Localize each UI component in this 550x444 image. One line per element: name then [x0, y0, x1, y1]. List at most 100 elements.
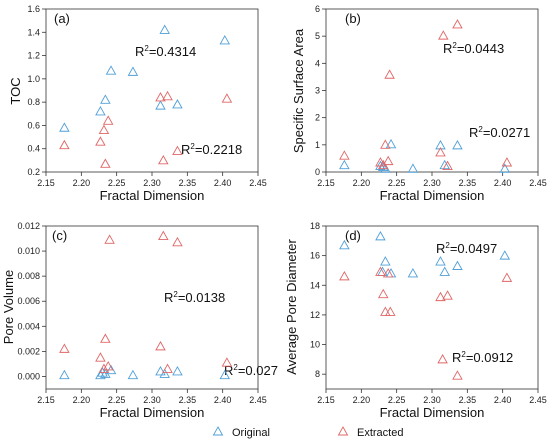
data-point-original [219, 369, 231, 380]
data-point-original [439, 159, 450, 170]
data-point-original [385, 138, 397, 149]
data-point-extracted [172, 236, 183, 247]
r2-base: R [181, 142, 190, 157]
r2-exponent: 2 [190, 142, 195, 151]
r2-base: R [469, 125, 478, 140]
panel-a-y-axis-title: TOC [8, 77, 23, 104]
legend-extracted-marker [337, 426, 349, 436]
panel-b-x-axis-title: Fractal Dimension [380, 188, 485, 203]
data-point-extracted [158, 230, 169, 240]
data-point-extracted [438, 30, 449, 40]
data-point-original [172, 99, 183, 109]
data-point-extracted [339, 270, 350, 281]
y-tick-label: 14 [310, 280, 320, 290]
panel-c-r2-extracted: R2=0.0138 [164, 290, 225, 305]
x-tick-label: 2.15 [317, 178, 335, 188]
y-tick-label: 0.8 [27, 97, 40, 107]
data-point-extracted [95, 352, 106, 362]
y-tick-label: 12 [310, 310, 320, 320]
x-tick-label: 2.45 [529, 395, 547, 405]
data-point-original [377, 161, 389, 172]
data-point-extracted [385, 306, 396, 316]
y-tick-label: 0.2 [27, 167, 40, 177]
x-tick-label: 2.40 [494, 395, 512, 405]
data-point-extracted [339, 150, 350, 160]
data-point-original [452, 139, 463, 150]
y-tick-label: 10 [310, 340, 320, 350]
y-tick-label: 16 [310, 251, 320, 261]
data-point-extracted [442, 290, 453, 300]
data-point-original [59, 369, 70, 380]
data-point-extracted [102, 361, 114, 371]
data-point-extracted [452, 370, 463, 380]
legend-original-label: Original [232, 427, 270, 439]
y-tick-label: 1 [315, 140, 320, 150]
data-point-extracted [155, 92, 166, 102]
data-point-extracted [452, 19, 463, 29]
r2-base: R [436, 241, 445, 256]
data-point-original [155, 100, 166, 110]
r2-value: =0.4314 [149, 44, 196, 59]
r2-exponent: 2 [144, 44, 149, 53]
data-point-original [339, 159, 350, 170]
r2-base: R [452, 350, 461, 365]
data-point-extracted [382, 268, 394, 278]
data-point-original [375, 230, 386, 241]
y-tick-label: 0.004 [17, 321, 40, 331]
x-tick-label: 2.35 [459, 395, 477, 405]
y-tick-label: 0.008 [17, 271, 40, 281]
r2-exponent: 2 [233, 363, 238, 372]
r2-value: =0.0912 [466, 350, 513, 365]
panel-b-y-axis-title: Specific Surface Area [291, 28, 306, 153]
y-tick-label: 0.012 [17, 221, 40, 231]
data-point-original [219, 35, 231, 45]
legend-extracted-label: Extracted [357, 427, 403, 439]
panel-d-y-axis-title: Average Pore Diameter [284, 239, 299, 375]
data-point-original [172, 366, 183, 376]
data-point-extracted [59, 139, 70, 150]
y-tick-label: 6 [315, 4, 320, 14]
data-point-original [499, 250, 511, 260]
data-point-extracted [102, 115, 114, 125]
panel-d-r2-extracted: R2=0.0912 [452, 350, 513, 365]
data-point-extracted [155, 340, 166, 351]
y-tick-label: 0.002 [17, 346, 40, 356]
data-point-original [159, 368, 170, 378]
data-point-original [375, 160, 386, 170]
panel-c-r2-original: R2=0.027 [224, 363, 278, 378]
y-tick-label: 5 [315, 31, 320, 41]
data-point-extracted [437, 353, 448, 364]
y-tick-label: 0.006 [17, 296, 40, 306]
panel-a-r2-extracted: R2=0.2218 [181, 142, 242, 157]
y-tick-label: 1.4 [27, 27, 40, 37]
data-point-extracted [221, 93, 233, 103]
panel-b-label: (b) [345, 11, 361, 26]
data-point-original [105, 65, 117, 75]
marks-layer: 2.15 2.20 2.25 2.30 2.35 2.40 2.45 0.2 0.4 0.6 0.8… [17, 4, 546, 405]
r2-base: R [164, 290, 173, 305]
data-point-extracted [59, 343, 70, 353]
x-tick-label: 2.15 [37, 395, 55, 405]
y-tick-label: 0.6 [27, 120, 40, 130]
panel-d-label: (d) [345, 228, 361, 243]
data-point-original [452, 260, 463, 270]
x-tick-label: 2.25 [108, 395, 126, 405]
panel-b-r2-extracted: R2=0.0443 [443, 41, 504, 56]
data-point-original [435, 139, 446, 150]
x-tick-label: 2.40 [214, 178, 232, 188]
data-point-extracted [382, 155, 394, 166]
x-tick-label: 2.35 [179, 395, 197, 405]
panel-b: (b) Fractal Dimension Specific Surface A… [291, 8, 539, 203]
y-tick-label: 0.000 [17, 371, 40, 381]
r2-value: =0.0271 [483, 125, 530, 140]
r2-exponent: 2 [478, 125, 483, 134]
x-tick-label: 2.25 [108, 178, 126, 188]
r2-exponent: 2 [445, 241, 450, 250]
panel-c: (c) Fractal Dimension Pore Volume R2=0.0… [1, 225, 278, 420]
x-tick-label: 2.40 [494, 178, 512, 188]
data-point-original [127, 369, 139, 380]
panel-b-r2-original: R2=0.0271 [469, 125, 530, 140]
data-point-extracted [442, 160, 453, 170]
r2-exponent: 2 [452, 41, 457, 50]
